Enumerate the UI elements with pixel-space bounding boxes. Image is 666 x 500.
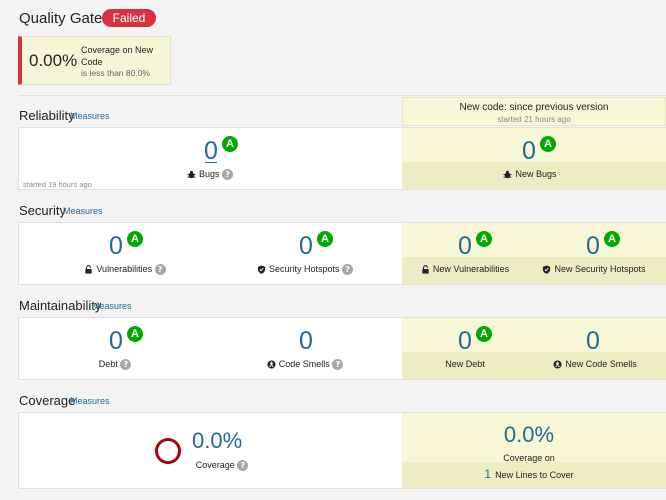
status-badge: Failed bbox=[102, 9, 156, 27]
bugs-label: Bugs ? bbox=[160, 169, 260, 181]
code-smells-label-text: Code Smells bbox=[278, 359, 330, 369]
vulnerabilities-label: Vulnerabilities ? bbox=[60, 264, 190, 276]
new-code-smells-label-text: New Code Smells bbox=[565, 359, 637, 369]
reliability-started: started 19 hours ago bbox=[23, 180, 92, 189]
debt-label-text: Debt bbox=[98, 359, 118, 369]
shield-icon bbox=[543, 265, 551, 274]
new-code-period-header: New code: since previous version started… bbox=[402, 97, 666, 126]
vulnerabilities-rating[interactable]: A bbox=[127, 231, 143, 247]
maintainability-measures-link[interactable]: Measures bbox=[92, 301, 132, 311]
lock-icon bbox=[422, 265, 429, 274]
reliability-title: Reliability bbox=[19, 108, 75, 123]
lock-icon bbox=[85, 265, 93, 274]
new-security-hotspots-rating[interactable]: A bbox=[604, 231, 620, 247]
new-bugs-rating[interactable]: A bbox=[540, 136, 556, 152]
bugs-rating[interactable]: A bbox=[222, 136, 238, 152]
new-code-smells-value[interactable]: 0 bbox=[586, 327, 600, 355]
new-vulnerabilities-label-text: New Vulnerabilities bbox=[432, 264, 510, 274]
bugs-value[interactable]: 0 bbox=[204, 137, 218, 165]
maintainability-new-code-footer bbox=[402, 352, 666, 379]
coverage-measures-link[interactable]: Measures bbox=[70, 396, 110, 406]
divider bbox=[18, 95, 666, 96]
vulnerabilities-value[interactable]: 0 bbox=[109, 232, 123, 260]
new-bugs-value[interactable]: 0 bbox=[522, 137, 536, 165]
new-security-hotspots-label: New Security Hotspots bbox=[530, 264, 658, 274]
bugs-label-text: Bugs bbox=[198, 169, 220, 179]
new-debt-value[interactable]: 0 bbox=[458, 327, 472, 355]
reliability-measures-link[interactable]: Measures bbox=[70, 111, 110, 121]
help-icon[interactable]: ? bbox=[332, 359, 344, 371]
debt-label: Debt ? bbox=[70, 359, 160, 371]
bug-icon bbox=[503, 170, 513, 179]
security-new-code-footer bbox=[402, 257, 666, 284]
new-lines-label: New Lines to Cover bbox=[495, 470, 574, 480]
code-smells-label: Code Smells ? bbox=[250, 359, 360, 371]
condition-name[interactable]: Coverage on New Code bbox=[81, 45, 154, 67]
new-vulnerabilities-rating[interactable]: A bbox=[476, 231, 492, 247]
help-icon[interactable]: ? bbox=[237, 460, 249, 472]
reliability-new-code-footer bbox=[402, 162, 666, 189]
new-lines-to-cover: 1 New Lines to Cover bbox=[402, 467, 656, 481]
new-code-period-started: started 21 hours ago bbox=[497, 115, 571, 124]
security-hotspots-label-text: Security Hotspots bbox=[268, 264, 340, 274]
help-icon[interactable]: ? bbox=[154, 264, 166, 276]
new-security-hotspots-label-text: New Security Hotspots bbox=[554, 264, 646, 274]
bug-icon bbox=[187, 170, 196, 179]
coverage-new-code-footer bbox=[402, 462, 666, 488]
maintainability-title: Maintainability bbox=[19, 298, 102, 313]
condition-threshold: is less than 80.0% bbox=[81, 68, 150, 78]
bugs-value-underline bbox=[205, 162, 217, 163]
help-icon[interactable]: ? bbox=[120, 359, 132, 371]
coverage-value[interactable]: 0.0% bbox=[192, 428, 243, 453]
code-smell-icon bbox=[553, 360, 562, 369]
security-hotspots-label: Security Hotspots ? bbox=[240, 264, 370, 276]
new-coverage-value[interactable]: 0.0% bbox=[503, 422, 555, 447]
shield-icon bbox=[257, 265, 266, 274]
new-debt-rating[interactable]: A bbox=[476, 326, 492, 342]
coverage-title: Coverage bbox=[19, 393, 76, 408]
coverage-donut-icon[interactable] bbox=[154, 437, 182, 465]
code-smells-value[interactable]: 0 bbox=[299, 327, 313, 355]
quality-gate-title-text: Quality Gate bbox=[19, 10, 103, 27]
coverage-label-text: Coverage bbox=[195, 460, 235, 470]
new-coverage-label: Coverage on bbox=[503, 453, 555, 463]
new-vulnerabilities-label: New Vulnerabilities bbox=[405, 264, 525, 274]
new-code-period-title: New code: since previous version bbox=[459, 102, 609, 113]
new-vulnerabilities-value[interactable]: 0 bbox=[458, 232, 472, 260]
help-icon[interactable]: ? bbox=[222, 169, 234, 181]
new-bugs-label-text: New Bugs bbox=[515, 169, 557, 179]
security-title: Security bbox=[19, 203, 66, 218]
debt-value[interactable]: 0 bbox=[109, 327, 123, 355]
help-icon[interactable]: ? bbox=[342, 264, 354, 276]
security-hotspots-rating[interactable]: A bbox=[317, 231, 333, 247]
security-hotspots-value[interactable]: 0 bbox=[299, 232, 313, 260]
new-debt-label: New Debt bbox=[445, 359, 485, 369]
condition-value: 0.00% bbox=[29, 51, 78, 70]
new-bugs-label: New Bugs bbox=[480, 169, 580, 179]
vulnerabilities-label-text: Vulnerabilities bbox=[96, 264, 153, 274]
code-smell-icon bbox=[267, 360, 276, 369]
security-measures-link[interactable]: Measures bbox=[63, 206, 103, 216]
coverage-label: Coverage ? bbox=[182, 460, 262, 472]
new-security-hotspots-value[interactable]: 0 bbox=[586, 232, 600, 260]
new-lines-count[interactable]: 1 bbox=[484, 467, 492, 481]
debt-rating[interactable]: A bbox=[127, 326, 143, 342]
failed-condition: 0.00% Coverage on New Code is less than … bbox=[18, 36, 171, 85]
new-code-smells-label: New Code Smells bbox=[540, 359, 650, 369]
